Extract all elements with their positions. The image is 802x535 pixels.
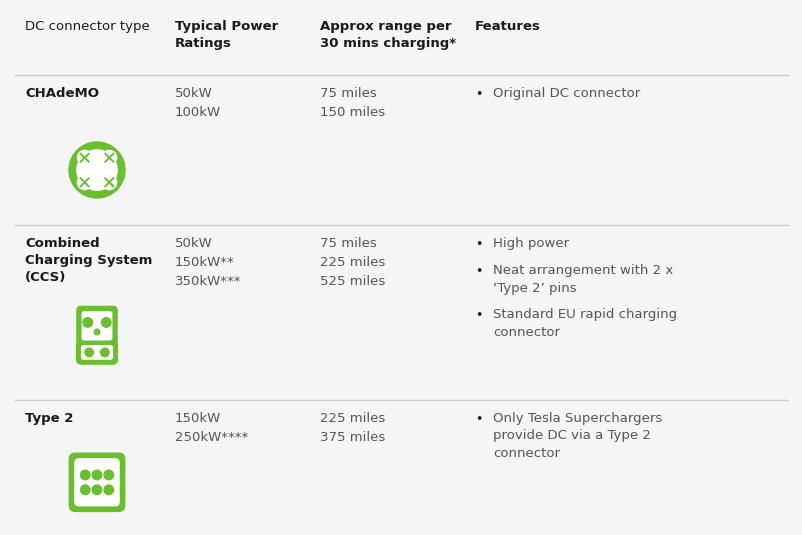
Text: 50kW
100kW: 50kW 100kW xyxy=(175,87,221,119)
Circle shape xyxy=(100,348,109,357)
Text: 75 miles
225 miles
525 miles: 75 miles 225 miles 525 miles xyxy=(320,237,385,288)
FancyBboxPatch shape xyxy=(77,307,117,345)
Circle shape xyxy=(77,150,117,190)
Text: CHAdeMO: CHAdeMO xyxy=(25,87,99,100)
Circle shape xyxy=(102,175,116,189)
Circle shape xyxy=(92,470,102,480)
Text: •: • xyxy=(475,413,482,426)
Text: •: • xyxy=(475,309,482,322)
Circle shape xyxy=(77,150,92,165)
Text: Combined
Charging System
(CCS): Combined Charging System (CCS) xyxy=(25,237,152,284)
Text: 225 miles
375 miles: 225 miles 375 miles xyxy=(320,412,385,444)
Text: •: • xyxy=(475,265,482,278)
Text: 150kW
250kW****: 150kW 250kW**** xyxy=(175,412,248,444)
FancyBboxPatch shape xyxy=(69,453,124,511)
Circle shape xyxy=(102,150,116,165)
Circle shape xyxy=(101,318,111,327)
Circle shape xyxy=(104,470,113,480)
Circle shape xyxy=(83,318,92,327)
Circle shape xyxy=(80,470,90,480)
Text: Original DC connector: Original DC connector xyxy=(492,87,639,100)
Circle shape xyxy=(69,142,125,198)
Circle shape xyxy=(77,175,92,189)
Text: Only Tesla Superchargers
provide DC via a Type 2
connector: Only Tesla Superchargers provide DC via … xyxy=(492,412,662,460)
Text: Typical Power
Ratings: Typical Power Ratings xyxy=(175,20,278,50)
Text: DC connector type: DC connector type xyxy=(25,20,149,33)
Text: Approx range per
30 mins charging*: Approx range per 30 mins charging* xyxy=(320,20,456,50)
Text: •: • xyxy=(475,88,482,101)
Text: 75 miles
150 miles: 75 miles 150 miles xyxy=(320,87,385,119)
Circle shape xyxy=(85,348,93,357)
FancyBboxPatch shape xyxy=(82,312,111,340)
Text: High power: High power xyxy=(492,237,569,250)
Text: Standard EU rapid charging
connector: Standard EU rapid charging connector xyxy=(492,308,676,339)
FancyBboxPatch shape xyxy=(76,341,117,364)
Text: Neat arrangement with 2 x
‘Type 2’ pins: Neat arrangement with 2 x ‘Type 2’ pins xyxy=(492,264,672,294)
FancyBboxPatch shape xyxy=(75,459,119,506)
Circle shape xyxy=(92,485,102,494)
Circle shape xyxy=(94,329,99,335)
Text: Features: Features xyxy=(475,20,541,33)
Text: Type 2: Type 2 xyxy=(25,412,73,425)
Text: •: • xyxy=(475,238,482,251)
FancyBboxPatch shape xyxy=(82,346,112,359)
Text: 50kW
150kW**
350kW***: 50kW 150kW** 350kW*** xyxy=(175,237,241,288)
Circle shape xyxy=(80,485,90,494)
Circle shape xyxy=(104,485,113,494)
